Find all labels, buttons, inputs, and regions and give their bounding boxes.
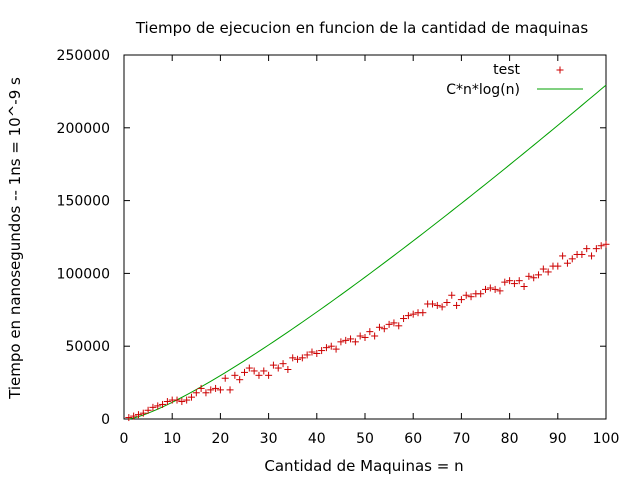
data-point-test	[429, 300, 436, 307]
data-point-test	[463, 292, 470, 299]
plot-frame	[124, 55, 606, 419]
x-tick-label: 90	[549, 431, 567, 447]
data-point-test	[294, 356, 301, 363]
data-point-test	[236, 376, 243, 383]
y-tick-label: 100000	[57, 266, 110, 282]
legend-plus-marker	[557, 67, 564, 74]
data-point-test	[453, 302, 460, 309]
data-point-test	[525, 273, 532, 280]
data-point-test	[487, 284, 494, 291]
x-tick-label: 30	[260, 431, 278, 447]
x-tick-label: 20	[211, 431, 229, 447]
data-point-test	[289, 354, 296, 361]
legend-marker-test	[557, 67, 564, 74]
data-point-test	[357, 333, 364, 340]
y-tick-label: 50000	[65, 339, 110, 355]
data-point-test	[588, 252, 595, 259]
y-tick-label: 200000	[57, 121, 110, 137]
x-tick-label: 10	[163, 431, 181, 447]
data-point-test	[564, 260, 571, 267]
chart-title: Tiempo de ejecucion en funcion de la can…	[135, 19, 588, 37]
data-point-test	[386, 321, 393, 328]
data-point-test	[443, 299, 450, 306]
legend-label-fit: C*n*log(n)	[446, 82, 520, 98]
data-point-test	[125, 414, 132, 421]
x-tick-label: 40	[308, 431, 326, 447]
data-point-test	[583, 245, 590, 252]
data-point-test	[260, 367, 267, 374]
data-point-test	[492, 286, 499, 293]
data-point-test	[603, 241, 610, 248]
x-tick-label: 60	[404, 431, 422, 447]
data-point-test	[284, 366, 291, 373]
data-point-test	[477, 290, 484, 297]
data-point-test	[559, 252, 566, 259]
y-axis: 0 50000 100000 150000 200000 250000	[57, 48, 606, 428]
data-point-test	[419, 309, 426, 316]
data-point-test	[174, 397, 181, 404]
y-tick-label: 0	[101, 412, 110, 428]
legend: test C*n*log(n)	[446, 62, 583, 98]
data-point-test	[554, 263, 561, 270]
series-line-fit	[129, 85, 606, 419]
data-point-test	[376, 324, 383, 331]
data-point-test	[241, 369, 248, 376]
data-point-test	[231, 372, 238, 379]
data-point-test	[458, 296, 465, 303]
data-point-test	[439, 303, 446, 310]
x-tick-label: 80	[501, 431, 519, 447]
y-tick-label: 150000	[57, 194, 110, 210]
data-point-test	[337, 338, 344, 345]
data-point-test	[521, 283, 528, 290]
data-point-test	[255, 372, 262, 379]
data-point-test	[501, 279, 508, 286]
data-point-test	[496, 287, 503, 294]
x-axis: 0 10 20 30 40 50 60 70 80 90 100	[120, 55, 620, 447]
data-point-test	[410, 311, 417, 318]
series-layer	[125, 85, 609, 421]
x-tick-label: 70	[452, 431, 470, 447]
data-point-test	[371, 333, 378, 340]
data-point-test	[366, 328, 373, 335]
data-point-test	[482, 286, 489, 293]
data-point-test	[342, 337, 349, 344]
data-point-test	[362, 334, 369, 341]
x-tick-label: 50	[356, 431, 374, 447]
data-point-test	[227, 386, 234, 393]
data-point-test	[217, 386, 224, 393]
x-tick-label: 100	[593, 431, 620, 447]
x-tick-label: 0	[120, 431, 129, 447]
data-point-test	[265, 372, 272, 379]
data-point-test	[434, 302, 441, 309]
data-point-test	[578, 251, 585, 258]
plot-border	[124, 55, 606, 419]
data-point-test	[212, 385, 219, 392]
legend-label-test: test	[493, 62, 520, 78]
x-axis-label: Cantidad de Maquinas = n	[264, 457, 463, 475]
y-axis-label: Tiempo en nanosegundos -- 1ns = 10^-9 s	[6, 77, 24, 400]
data-point-test	[222, 375, 229, 382]
data-point-test	[448, 292, 455, 299]
y-tick-label: 250000	[57, 48, 110, 64]
data-point-test	[569, 255, 576, 262]
data-point-test	[381, 325, 388, 332]
data-point-test	[280, 360, 287, 367]
